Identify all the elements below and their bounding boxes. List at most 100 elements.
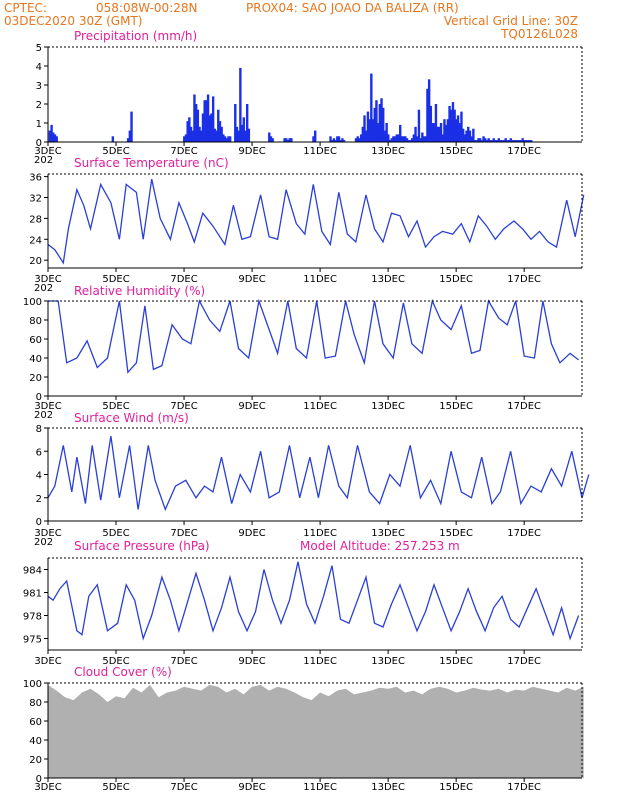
precip-bar [456,115,460,142]
y-tick-label: 40 [29,736,42,747]
precip-bar [332,138,336,142]
x-tick-label: 11DEC [303,401,337,412]
precip-bar [271,138,274,142]
precip-bar [455,119,458,142]
precip-bar [359,134,363,142]
precip-bar [438,126,441,142]
precip-bar [356,136,359,142]
precip-bar [237,130,240,142]
precip-bar [412,134,416,142]
precip-bar [470,136,473,142]
precip-bar [410,138,414,142]
panel-title: Surface Temperature (nC) [74,156,229,170]
x-tick-label: 9DEC [238,782,265,793]
y-tick-label: 100 [23,297,42,308]
x-tick-label: 7DEC [170,656,197,667]
precip-bar [222,134,225,142]
precip-bar [460,111,463,142]
chart-panels: Precipitation (mm/h) 0 1 2 3 4 5 3DEC 5DEC 7DEC 9D… [23,29,590,793]
precip-bar [518,140,521,142]
precip-bar [329,136,332,142]
x-tick-label: 3DEC [34,146,61,157]
precip-bar [478,138,482,142]
y-tick-label: 4 [36,62,42,73]
y-tick-label: 975 [23,635,42,646]
precip-bar [504,138,507,142]
y-tick-label: 6 [36,447,42,458]
x-tick-label: 5DEC [102,656,129,667]
precip-bar [519,140,523,142]
precip-bar [480,140,484,142]
precip-bar [52,132,55,142]
precip-bar [463,134,467,142]
precip-bar [244,130,247,142]
precip-bar [337,136,341,142]
series-line [47,435,590,512]
x-tick-label: 3DEC [34,782,61,793]
precip-bar [422,136,426,142]
precip-bar [235,126,239,142]
y-tick-label: 32 [29,194,42,205]
x-tick-label: 9DEC [238,656,265,667]
precip-bar [363,115,366,142]
precip-bar [354,138,358,142]
x-tick-label: 11DEC [303,274,337,285]
x-tick-label: 13DEC [371,401,405,412]
precip-bar [53,134,57,142]
precip-bar [393,136,397,142]
precip-bar [342,140,346,142]
precip-bar [472,128,475,142]
precip-bar [383,130,387,142]
x-tick-label: 13DEC [371,656,405,667]
precip-bar [490,140,494,142]
x-tick-label: 7DEC [170,274,197,285]
y-tick-label: 0 [36,138,42,149]
precip-bar [511,140,514,142]
y-tick-label: 40 [29,354,42,365]
y-tick-label: 0 [36,392,42,403]
series-line [47,179,585,265]
precip-bar [502,140,506,142]
chart-panel: Surface Pressure (hPa) Model Altitude: 25… [23,539,583,667]
y-tick-label: 1 [36,119,42,130]
precip-bar [487,138,490,142]
x-tick-label: 9DEC [238,146,265,157]
y-tick-label: 2 [36,100,42,111]
precip-bar [433,123,436,142]
series-line [48,298,579,374]
x-tick-label: 13DEC [371,528,405,539]
precip-bar [206,94,210,142]
precip-bar [402,136,405,142]
precip-bar [339,140,342,142]
precip-bar [521,138,524,142]
chart-panel: Relative Humidity (%) 0 20 40 60 80 100 3DEC 5DE… [23,284,583,421]
x-tick-label: 9DEC [238,274,265,285]
series-line [47,561,580,641]
precip-bar [366,111,370,142]
precip-bar [436,126,439,142]
x-overlap-label: 202 [34,155,53,166]
precip-bar [183,136,186,142]
y-tick-label: 20 [29,373,42,384]
y-tick-label: 2 [36,494,42,505]
x-overlap-label: 202 [34,537,53,548]
precip-bar [196,109,200,142]
precip-bar [409,140,412,142]
precip-bar [446,119,450,142]
precip-bar [205,100,208,142]
precip-bar [426,88,429,142]
precip-bar [111,136,115,142]
precip-bar [234,104,237,142]
precip-bar [444,124,448,142]
panel-title: Surface Wind (m/s) [74,411,189,425]
precip-bar [288,138,291,142]
precip-bar [370,73,373,142]
precip-bar [268,132,271,142]
precip-bar [392,136,395,142]
precip-bar [414,126,417,142]
x-tick-label: 3DEC [34,528,61,539]
x-tick-label: 15DEC [439,146,473,157]
panel-subtitle: Model Altitude: 257.253 m [300,539,460,553]
precip-bar [416,136,419,142]
